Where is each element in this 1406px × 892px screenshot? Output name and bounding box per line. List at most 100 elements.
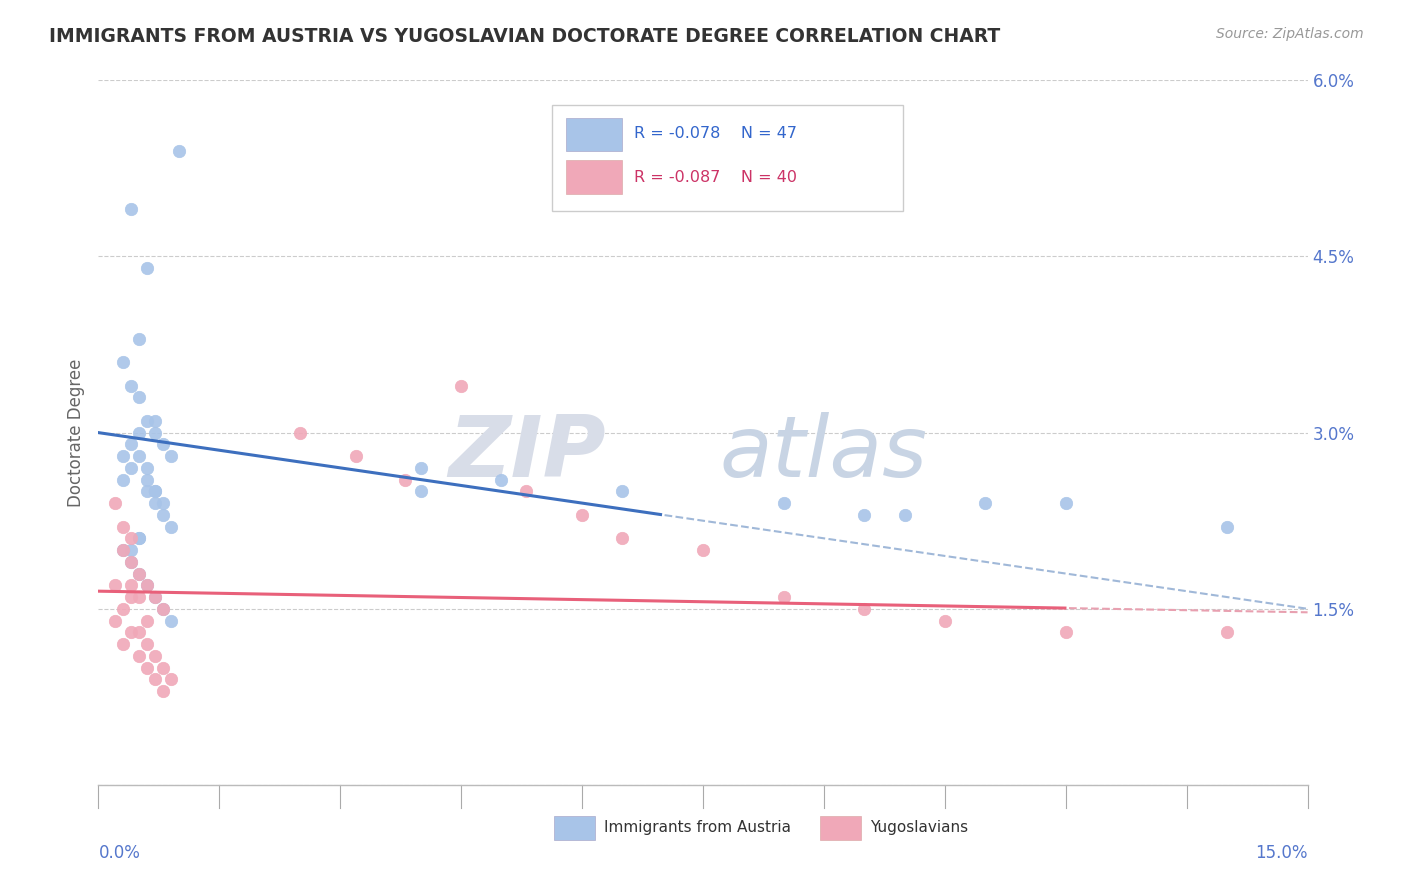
Point bbox=[111, 601, 134, 615]
Point bbox=[111, 449, 134, 463]
Point bbox=[853, 601, 876, 615]
Point bbox=[167, 144, 190, 158]
Point bbox=[143, 425, 166, 440]
Point bbox=[128, 332, 150, 346]
Point bbox=[135, 484, 157, 499]
Point bbox=[612, 532, 634, 546]
Point bbox=[772, 590, 794, 604]
Point bbox=[160, 673, 183, 687]
Point bbox=[143, 590, 166, 604]
Point bbox=[128, 566, 150, 581]
Point bbox=[120, 625, 142, 640]
Point bbox=[143, 648, 166, 663]
Point bbox=[152, 601, 174, 615]
FancyBboxPatch shape bbox=[567, 160, 621, 194]
Point bbox=[491, 473, 513, 487]
Point bbox=[288, 425, 311, 440]
Text: Immigrants from Austria: Immigrants from Austria bbox=[603, 821, 790, 836]
Point bbox=[143, 484, 166, 499]
Point bbox=[772, 496, 794, 510]
Point bbox=[974, 496, 997, 510]
Point bbox=[612, 484, 634, 499]
Point bbox=[128, 425, 150, 440]
Point bbox=[692, 543, 714, 558]
Point bbox=[143, 673, 166, 687]
Point bbox=[111, 543, 134, 558]
Point bbox=[103, 578, 125, 592]
Point bbox=[135, 637, 157, 651]
Point bbox=[135, 614, 157, 628]
Point bbox=[135, 460, 157, 475]
Point bbox=[120, 532, 142, 546]
Point bbox=[344, 449, 367, 463]
Text: ZIP: ZIP bbox=[449, 412, 606, 495]
Point bbox=[409, 460, 432, 475]
Point bbox=[120, 555, 142, 569]
Point bbox=[135, 261, 157, 276]
Point bbox=[128, 590, 150, 604]
Point bbox=[120, 590, 142, 604]
Point bbox=[128, 566, 150, 581]
Text: R = -0.087    N = 40: R = -0.087 N = 40 bbox=[634, 170, 797, 185]
Point bbox=[120, 578, 142, 592]
Point bbox=[160, 449, 183, 463]
Point bbox=[120, 202, 142, 217]
Point bbox=[135, 473, 157, 487]
Point bbox=[152, 508, 174, 522]
Point bbox=[135, 578, 157, 592]
Point bbox=[128, 391, 150, 405]
Point bbox=[111, 637, 134, 651]
Point bbox=[135, 414, 157, 428]
Point bbox=[853, 508, 876, 522]
Text: 15.0%: 15.0% bbox=[1256, 844, 1308, 862]
Point bbox=[103, 614, 125, 628]
Point bbox=[128, 648, 150, 663]
Point bbox=[1216, 519, 1239, 533]
Point bbox=[120, 543, 142, 558]
Point bbox=[160, 519, 183, 533]
Point bbox=[120, 555, 142, 569]
Y-axis label: Doctorate Degree: Doctorate Degree bbox=[66, 359, 84, 507]
Point bbox=[135, 578, 157, 592]
Point bbox=[152, 437, 174, 451]
Point bbox=[1054, 496, 1077, 510]
FancyBboxPatch shape bbox=[554, 816, 595, 840]
Text: Source: ZipAtlas.com: Source: ZipAtlas.com bbox=[1216, 27, 1364, 41]
Point bbox=[893, 508, 915, 522]
Point bbox=[394, 473, 416, 487]
Point bbox=[152, 601, 174, 615]
Point bbox=[128, 449, 150, 463]
Point bbox=[1054, 625, 1077, 640]
Point bbox=[120, 378, 142, 392]
FancyBboxPatch shape bbox=[551, 105, 903, 211]
Point bbox=[515, 484, 537, 499]
Text: R = -0.078    N = 47: R = -0.078 N = 47 bbox=[634, 127, 797, 141]
Point bbox=[152, 684, 174, 698]
Point bbox=[111, 473, 134, 487]
Point bbox=[143, 496, 166, 510]
Point bbox=[450, 378, 472, 392]
Point bbox=[128, 625, 150, 640]
Point bbox=[934, 614, 956, 628]
FancyBboxPatch shape bbox=[567, 118, 621, 152]
Point bbox=[120, 460, 142, 475]
Point bbox=[143, 414, 166, 428]
Point bbox=[103, 496, 125, 510]
FancyBboxPatch shape bbox=[820, 816, 862, 840]
Text: atlas: atlas bbox=[720, 412, 928, 495]
Point bbox=[143, 484, 166, 499]
Point bbox=[111, 355, 134, 369]
Point bbox=[143, 590, 166, 604]
Text: IMMIGRANTS FROM AUSTRIA VS YUGOSLAVIAN DOCTORATE DEGREE CORRELATION CHART: IMMIGRANTS FROM AUSTRIA VS YUGOSLAVIAN D… bbox=[49, 27, 1001, 45]
Point bbox=[1216, 625, 1239, 640]
Point bbox=[128, 532, 150, 546]
Point bbox=[571, 508, 593, 522]
Text: 0.0%: 0.0% bbox=[98, 844, 141, 862]
Point bbox=[128, 532, 150, 546]
Point bbox=[160, 614, 183, 628]
Point bbox=[409, 484, 432, 499]
Point bbox=[111, 543, 134, 558]
Text: Yugoslavians: Yugoslavians bbox=[870, 821, 967, 836]
Point bbox=[135, 660, 157, 674]
Point bbox=[152, 660, 174, 674]
